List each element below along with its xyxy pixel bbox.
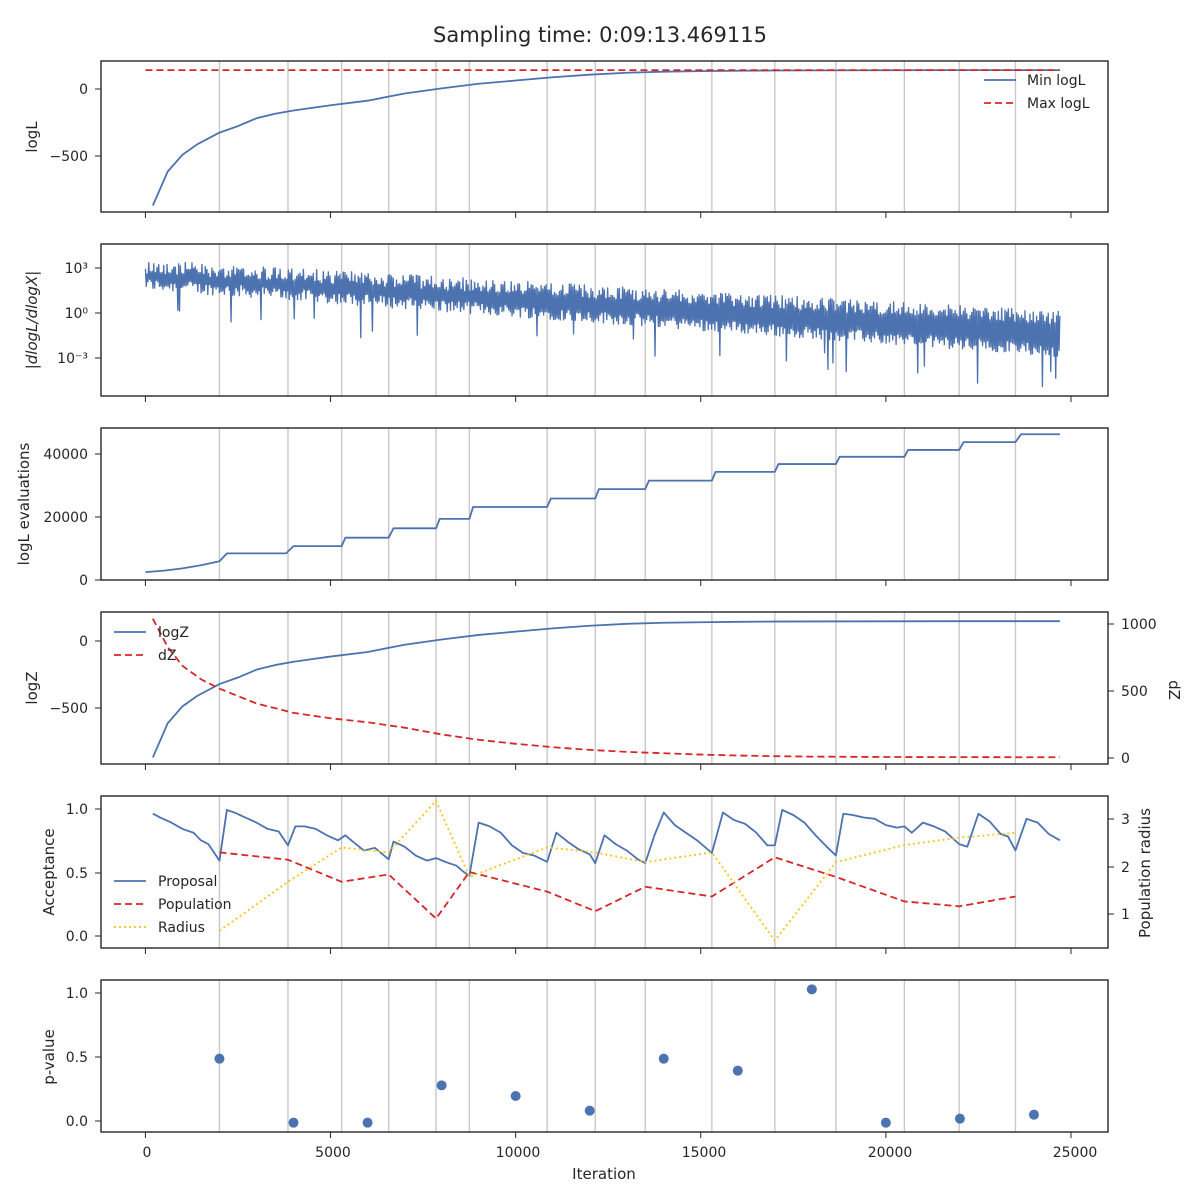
panel-dlogl-ytick-1e-3: 10⁻³ [57, 351, 88, 367]
p-value-point [436, 1080, 447, 1091]
panel-pvalue-frame [100, 979, 1109, 1133]
panel-pvalue-ytick-0: 0.0 [66, 1114, 88, 1130]
panel-logl-legend: Min logL Max logL [984, 73, 1090, 112]
panel-logz-frame [100, 611, 1109, 765]
panel-acceptance-right-ytick-1: 1 [1121, 907, 1130, 923]
series-line-radius [218, 800, 1016, 942]
panel-dlogl-ytick-1e0: 10⁰ [65, 306, 89, 322]
x-tick-label: 20000 [868, 1145, 913, 1161]
x-tick-label: 5000 [315, 1145, 351, 1161]
panel-acceptance-ylabel: Acceptance [40, 828, 58, 915]
series-line-proposal [152, 809, 1061, 877]
panel-pvalue-ylabel: p-value [40, 1029, 58, 1085]
panel-dlogl-frame [100, 243, 1109, 397]
panel-acceptance-right-ytick-3: 3 [1121, 812, 1130, 828]
legend-label-min-logl: Min logL [1027, 73, 1086, 89]
p-value-point [510, 1091, 521, 1101]
legend-label-logz: logZ [158, 625, 189, 641]
panel-logz-right-ylabel: dZ [1165, 680, 1183, 700]
panel-pvalue-ytick-05: 0.5 [66, 1050, 88, 1066]
series-line-population [219, 851, 1016, 920]
legend-label-dz: dZ [158, 648, 176, 664]
p-value-point [288, 1117, 299, 1128]
panel-logz-plot [100, 611, 1109, 770]
panel-dlogl: |dlogL/dlogX| 10³ 10⁰ 10⁻³ [23, 261, 101, 369]
panel-logz-right-ytick-0: 0 [1121, 751, 1130, 767]
p-value-point [880, 1117, 891, 1128]
panel-logl-plot [100, 60, 1109, 218]
panel-logl-ylabel: logL [23, 121, 41, 153]
x-tick-label: 25000 [1053, 1145, 1098, 1161]
panel-logz-ytick-500: −500 [50, 701, 88, 717]
panel-logz-ylabel: logZ [23, 671, 41, 704]
panel-acceptance-ytick-05: 0.5 [66, 866, 88, 882]
panel-evaluations-ytick-0: 0 [79, 573, 88, 589]
panel-logz-right-ytick-500: 500 [1121, 684, 1148, 700]
p-value-point [584, 1105, 595, 1116]
x-tick-label: 0 [143, 1145, 152, 1161]
panel-logl-ytick-0: 0 [79, 82, 88, 98]
panel-logz-right-ytick-1000: 1000 [1121, 617, 1157, 633]
p-value-point [658, 1053, 669, 1064]
legend-label-radius: Radius [158, 920, 205, 936]
panel-evaluations-plot [100, 427, 1109, 586]
series-line-logz [152, 620, 1060, 758]
panel-logl: logL 0 −500 Min logL Max logL [23, 73, 1090, 165]
panel-acceptance-ytick-0: 0.0 [66, 929, 88, 945]
x-axis-label: Iteration [572, 1165, 636, 1183]
panel-logl-frame [100, 60, 1109, 213]
legend-label-population: Population [158, 897, 232, 913]
panel-logl-ytick-500: −500 [50, 149, 88, 165]
panel-pvalue-plot [100, 979, 1109, 1138]
panel-acceptance: Acceptance 1.0 0.5 0.0 Population radius… [40, 802, 1154, 945]
panel-logz-legend: logZ dZ [114, 625, 189, 664]
panel-acceptance-ytick-1: 1.0 [66, 802, 88, 818]
panel-dlogl-plot [100, 243, 1109, 402]
panel-acceptance-legend: Proposal Population Radius [114, 874, 232, 936]
panel-pvalue: p-value 1.0 0.5 0.0 [40, 986, 101, 1130]
panel-pvalue-ytick-1: 1.0 [66, 986, 88, 1002]
p-value-point [1028, 1109, 1039, 1120]
panel-logz-ytick-0: 0 [79, 634, 88, 650]
panel-logz: logZ 0 −500 dZ 1000 500 0 logZ dZ [23, 617, 1183, 767]
panel-acceptance-plot [100, 795, 1109, 954]
panel-dlogl-ytick-1e3: 10³ [65, 261, 88, 277]
p-value-point [806, 984, 817, 995]
panel-evaluations-ytick-40000: 40000 [43, 447, 88, 463]
p-value-point [732, 1065, 743, 1076]
panel-acceptance-frame [100, 795, 1109, 949]
panel-evaluations-ytick-20000: 20000 [43, 510, 88, 526]
series-line-evaluations-series-0 [145, 433, 1060, 574]
p-value-point [362, 1117, 373, 1128]
panel-evaluations: logL evaluations 40000 20000 0 [15, 442, 101, 589]
series-line-dz [152, 618, 1060, 759]
panel-acceptance-right-ytick-2: 2 [1121, 860, 1130, 876]
x-axis: 0 5000 10000 15000 20000 25000 Iteration [143, 1145, 1098, 1183]
panel-evaluations-ylabel: logL evaluations [15, 442, 33, 565]
series-line-dlogl [144, 262, 1061, 388]
p-value-point [954, 1113, 965, 1124]
panel-evaluations-frame [100, 427, 1109, 581]
legend-label-proposal: Proposal [158, 874, 217, 890]
chart-title: Sampling time: 0:09:13.469115 [433, 23, 767, 47]
x-tick-label: 15000 [682, 1145, 727, 1161]
panel-dlogl-ylabel: |dlogL/dlogX| [23, 271, 41, 370]
p-value-point [214, 1053, 225, 1064]
panel-acceptance-right-ylabel: Population radius [1136, 808, 1154, 938]
legend-label-max-logl: Max logL [1027, 96, 1090, 112]
x-tick-label: 10000 [496, 1145, 541, 1161]
series-line-min-logl [152, 69, 1060, 206]
